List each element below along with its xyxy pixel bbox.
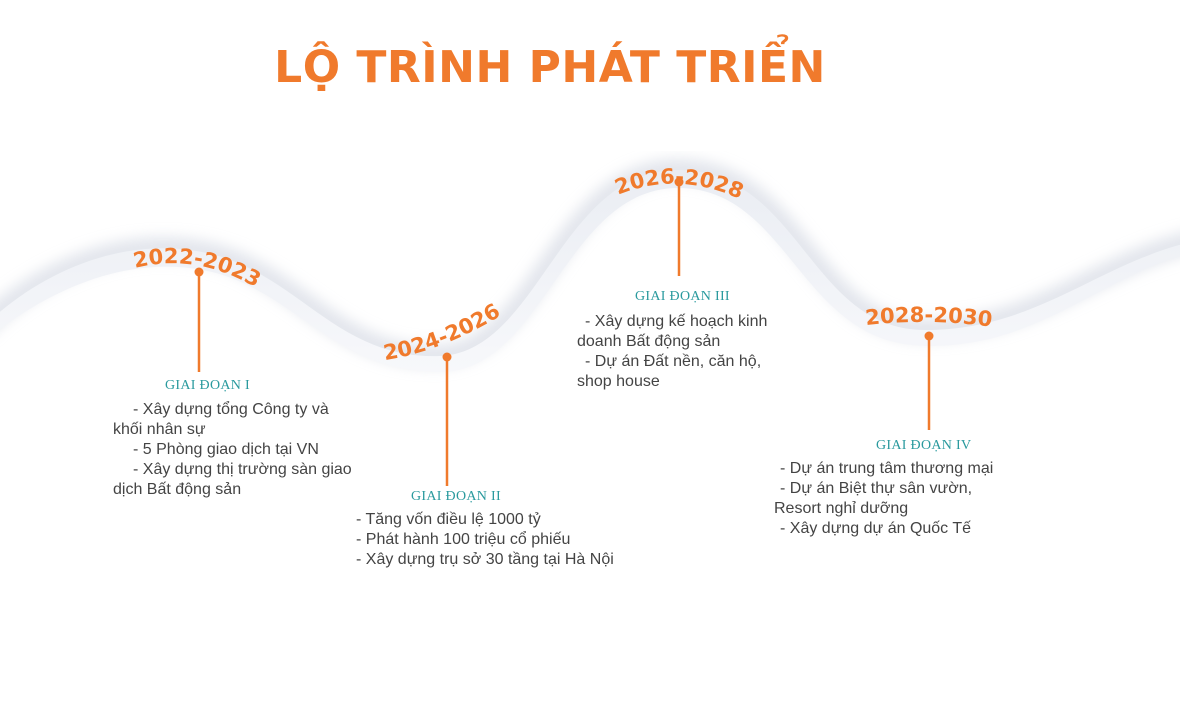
list-item: - Xây dựng dự án Quốc Tế [780, 520, 972, 537]
wave-band [0, 169, 1180, 372]
stage-3-dot [674, 177, 684, 187]
list-item: - Dự án Biệt thự sân vườn, Resort nghỉ d… [774, 480, 973, 517]
stage-3-list: - Xây dựng kế hoạch kinh doanh Bất động … [577, 312, 777, 392]
stage-1-list: - Xây dựng tổng Công ty và khối nhân sự … [113, 400, 353, 500]
list-item: - Phát hành 100 triệu cổ phiếu [356, 531, 571, 548]
stage-4-years: 2028-2030 [864, 303, 993, 332]
stage-2-list: - Tăng vốn điều lệ 1000 tỷ - Phát hành 1… [356, 510, 656, 570]
list-item: - Tăng vốn điều lệ 1000 tỷ [356, 511, 541, 528]
stage-3-label: GIAI ĐOẠN III [635, 289, 730, 304]
list-item: - 5 Phòng giao dịch tại VN [133, 441, 319, 458]
stage-2-label: GIAI ĐOẠN II [411, 489, 501, 504]
stage-4-dot [924, 331, 934, 341]
stage-4-label: GIAI ĐOẠN IV [876, 438, 972, 453]
stage-4-list: - Dự án trung tâm thương mại - Dự án Biệ… [774, 459, 1002, 539]
list-item: - Dự án Đất nền, căn hộ, shop house [577, 353, 762, 390]
list-item: - Xây dựng trụ sở 30 tầng tại Hà Nội [356, 551, 614, 568]
page-title: LỘ TRÌNH PHÁT TRIỂN [274, 42, 826, 93]
list-item: - Dự án trung tâm thương mại [780, 460, 994, 477]
stage-1-label: GIAI ĐOẠN I [165, 378, 250, 393]
stage-2-dot [442, 352, 452, 362]
stage-1-dot [194, 267, 204, 277]
list-item: - Xây dựng thị trường sàn giao dịch Bất … [113, 461, 352, 498]
list-item: - Xây dựng tổng Công ty và khối nhân sự [113, 401, 329, 438]
list-item: - Xây dựng kế hoạch kinh doanh Bất động … [577, 313, 768, 350]
